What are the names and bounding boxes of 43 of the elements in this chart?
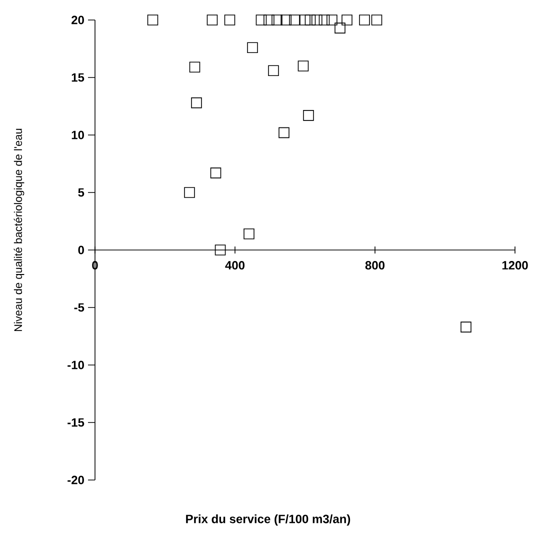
point <box>264 14 274 26</box>
point <box>460 322 472 332</box>
point <box>326 14 338 26</box>
y-axis-title: Niveau de qualité bactériologique de l'eau <box>14 128 24 332</box>
point <box>191 97 202 108</box>
point <box>311 14 322 26</box>
point <box>247 42 258 54</box>
y-tick-label: -20 <box>68 476 84 484</box>
point <box>189 62 200 73</box>
point <box>244 228 254 240</box>
point <box>206 14 218 26</box>
point <box>268 65 279 76</box>
point <box>184 187 195 198</box>
point <box>318 14 330 26</box>
point <box>303 110 314 121</box>
point <box>280 14 292 26</box>
point <box>359 14 370 26</box>
point <box>256 14 267 26</box>
y-tick-label: 5 <box>78 188 84 197</box>
y-tick-label: -5 <box>74 303 84 312</box>
x-tick-label: 1200 <box>502 261 528 270</box>
y-tick-label: 10 <box>72 130 84 140</box>
point <box>210 168 222 178</box>
x-tick-label: 400 <box>225 261 245 270</box>
point <box>224 14 236 26</box>
point <box>300 14 310 26</box>
x-axis-title: Prix du service (F/100 m3/an) <box>186 514 350 526</box>
point <box>289 14 300 26</box>
x-tick-label: 800 <box>365 261 385 270</box>
point <box>298 60 309 72</box>
y-tick-label: -10 <box>68 360 84 370</box>
y-tick-label: 15 <box>72 73 84 82</box>
point <box>371 14 382 26</box>
point <box>304 14 316 26</box>
point <box>342 14 352 26</box>
y-tick-label: -15 <box>68 418 84 427</box>
point <box>272 14 282 26</box>
y-tick-label: 0 <box>78 246 84 254</box>
y-tick-label: 20 <box>72 16 84 24</box>
point <box>278 127 290 138</box>
point <box>147 14 158 26</box>
point <box>334 22 346 34</box>
point <box>214 244 226 256</box>
